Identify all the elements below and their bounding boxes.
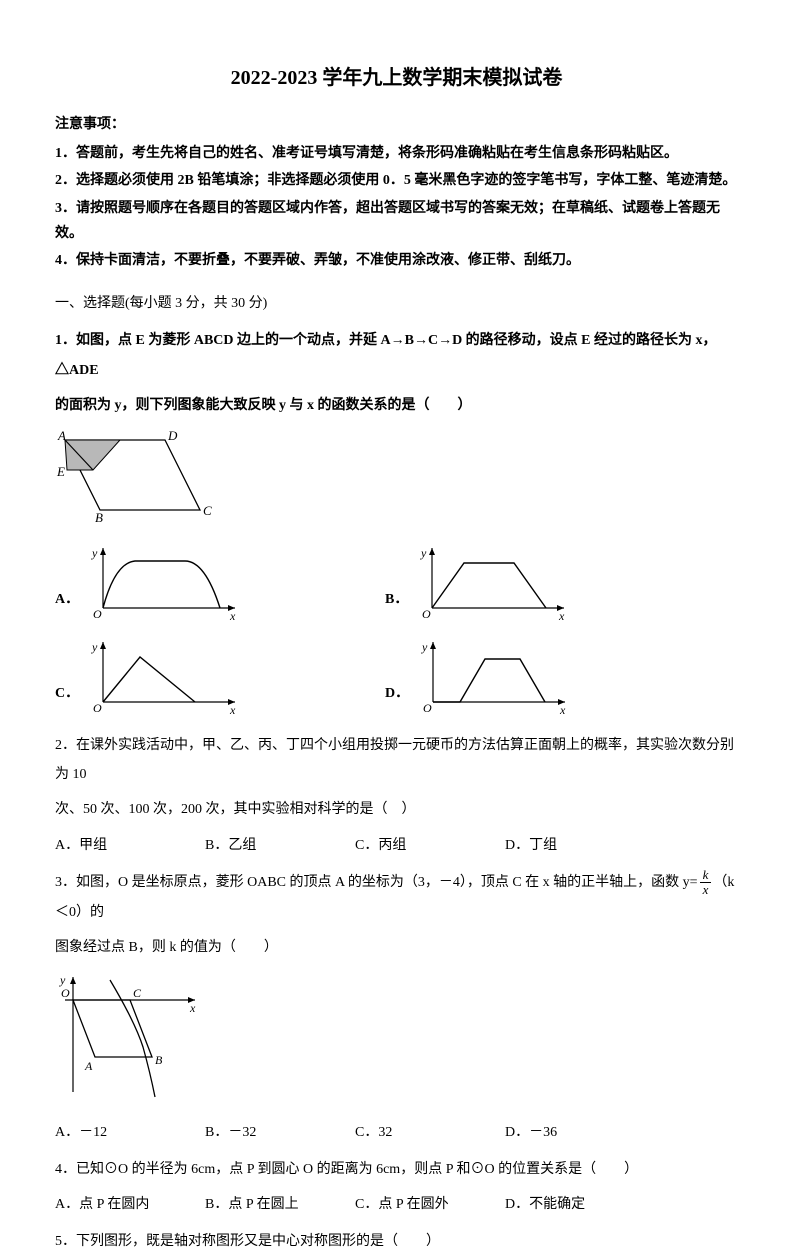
q1-opt-c-graph: O x y xyxy=(85,637,240,717)
q3-frac-den: x xyxy=(700,883,712,897)
q2-opt-a: A．甲组 xyxy=(55,833,205,858)
q2-line2: 次、50 次、100 次，200 次，其中实验相对科学的是（ ） xyxy=(55,795,738,824)
svg-text:x: x xyxy=(229,703,236,717)
svg-text:x: x xyxy=(229,609,236,623)
q1-opt-d-label: D． xyxy=(385,681,409,706)
page-title: 2022-2023 学年九上数学期末模拟试卷 xyxy=(55,60,738,96)
q1-opt-b-graph: O x y xyxy=(414,543,569,623)
svg-text:O: O xyxy=(423,701,432,715)
svg-text:O: O xyxy=(422,607,431,621)
svg-text:C: C xyxy=(133,986,142,1000)
svg-text:A: A xyxy=(84,1059,93,1073)
notice-item-2: 2．选择题必须使用 2B 铅笔填涂；非选择题必须使用 0．5 毫米黑色字迹的签字… xyxy=(55,168,738,193)
q4-opt-a: A．点 P 在圆内 xyxy=(55,1192,205,1217)
svg-text:A: A xyxy=(57,428,66,443)
svg-text:O: O xyxy=(61,986,70,1000)
notice-item-1: 1．答题前，考生先将自己的姓名、准考证号填写清楚，将条形码准确粘贴在考生信息条形… xyxy=(55,141,738,166)
svg-text:O: O xyxy=(93,701,102,715)
svg-text:O: O xyxy=(93,607,102,621)
q2-opt-d: D．丁组 xyxy=(505,833,655,858)
svg-text:y: y xyxy=(59,973,66,987)
svg-text:x: x xyxy=(189,1001,196,1015)
q1-opt-c-label: C． xyxy=(55,681,79,706)
q1-opt-a-label: A． xyxy=(55,587,79,612)
q4-text: 4．已知⊙O 的半径为 6cm，点 P 到圆心 O 的距离为 6cm，则点 P … xyxy=(55,1155,738,1184)
svg-text:E: E xyxy=(56,464,65,479)
q3-opt-b: B．－32 xyxy=(205,1120,355,1145)
q4-opt-d: D．不能确定 xyxy=(505,1192,655,1217)
q1-opt-d-graph: O x y xyxy=(415,637,570,717)
q3-opt-d: D．－36 xyxy=(505,1120,655,1145)
svg-text:y: y xyxy=(420,546,427,560)
q3-options: A．－12 B．－32 C．32 D．－36 xyxy=(55,1120,738,1145)
q2-line1: 2．在课外实践活动中，甲、乙、丙、丁四个小组用投掷一元硬币的方法估算正面朝上的概… xyxy=(55,731,738,790)
section-1-header: 一、选择题(每小题 3 分，共 30 分) xyxy=(55,291,738,316)
q5-text: 5．下列图形，既是轴对称图形又是中心对称图形的是（ ） xyxy=(55,1227,738,1256)
q4-opt-b: B．点 P 在圆上 xyxy=(205,1192,355,1217)
q2-opt-c: C．丙组 xyxy=(355,833,505,858)
q3-figure: O C A B x y xyxy=(55,972,738,1111)
q1-figure-rhombus: A D C B E xyxy=(55,428,738,532)
q1-line2: 的面积为 y，则下列图象能大致反映 y 与 x 的函数关系的是（ ） xyxy=(55,391,738,420)
q3-fraction: kx xyxy=(700,868,712,898)
q1-opt-a-graph: O x y xyxy=(85,543,240,623)
q3-line1: 3．如图，O 是坐标原点，菱形 OABC 的顶点 A 的坐标为（3，－4），顶点… xyxy=(55,868,738,927)
q3-opt-a: A．－12 xyxy=(55,1120,205,1145)
svg-text:x: x xyxy=(558,609,565,623)
q1-line1: 1．如图，点 E 为菱形 ABCD 边上的一个动点，并延 A→B→C→D 的路径… xyxy=(55,326,738,385)
q3-text1a: 3．如图，O 是坐标原点，菱形 OABC 的顶点 A 的坐标为（3，－4），顶点… xyxy=(55,875,698,890)
q4-opt-c: C．点 P 在圆外 xyxy=(355,1192,505,1217)
q3-opt-c: C．32 xyxy=(355,1120,505,1145)
svg-text:B: B xyxy=(95,510,103,523)
q1-options-row2: C． O x y D． O x y xyxy=(55,637,738,717)
q2-options: A．甲组 B．乙组 C．丙组 D．丁组 xyxy=(55,833,738,858)
svg-text:y: y xyxy=(91,640,98,654)
q4-options: A．点 P 在圆内 B．点 P 在圆上 C．点 P 在圆外 D．不能确定 xyxy=(55,1192,738,1217)
svg-text:B: B xyxy=(155,1053,163,1067)
svg-text:x: x xyxy=(559,703,566,717)
notice-item-4: 4．保持卡面清洁，不要折叠，不要弄破、弄皱，不准使用涂改液、修正带、刮纸刀。 xyxy=(55,248,738,273)
svg-text:C: C xyxy=(203,503,212,518)
q3-line2: 图象经过点 B，则 k 的值为（ ） xyxy=(55,933,738,962)
svg-text:y: y xyxy=(421,640,428,654)
q1-options-row1: A． O x y B． O x y xyxy=(55,543,738,623)
notice-item-3: 3．请按照题号顺序在各题目的答题区域内作答，超出答题区域书写的答案无效；在草稿纸… xyxy=(55,196,738,246)
q1-opt-b-label: B． xyxy=(385,587,408,612)
svg-text:D: D xyxy=(167,428,178,443)
svg-text:y: y xyxy=(91,546,98,560)
notice-header: 注意事项： xyxy=(55,112,738,137)
q2-opt-b: B．乙组 xyxy=(205,833,355,858)
q3-frac-num: k xyxy=(700,868,712,883)
